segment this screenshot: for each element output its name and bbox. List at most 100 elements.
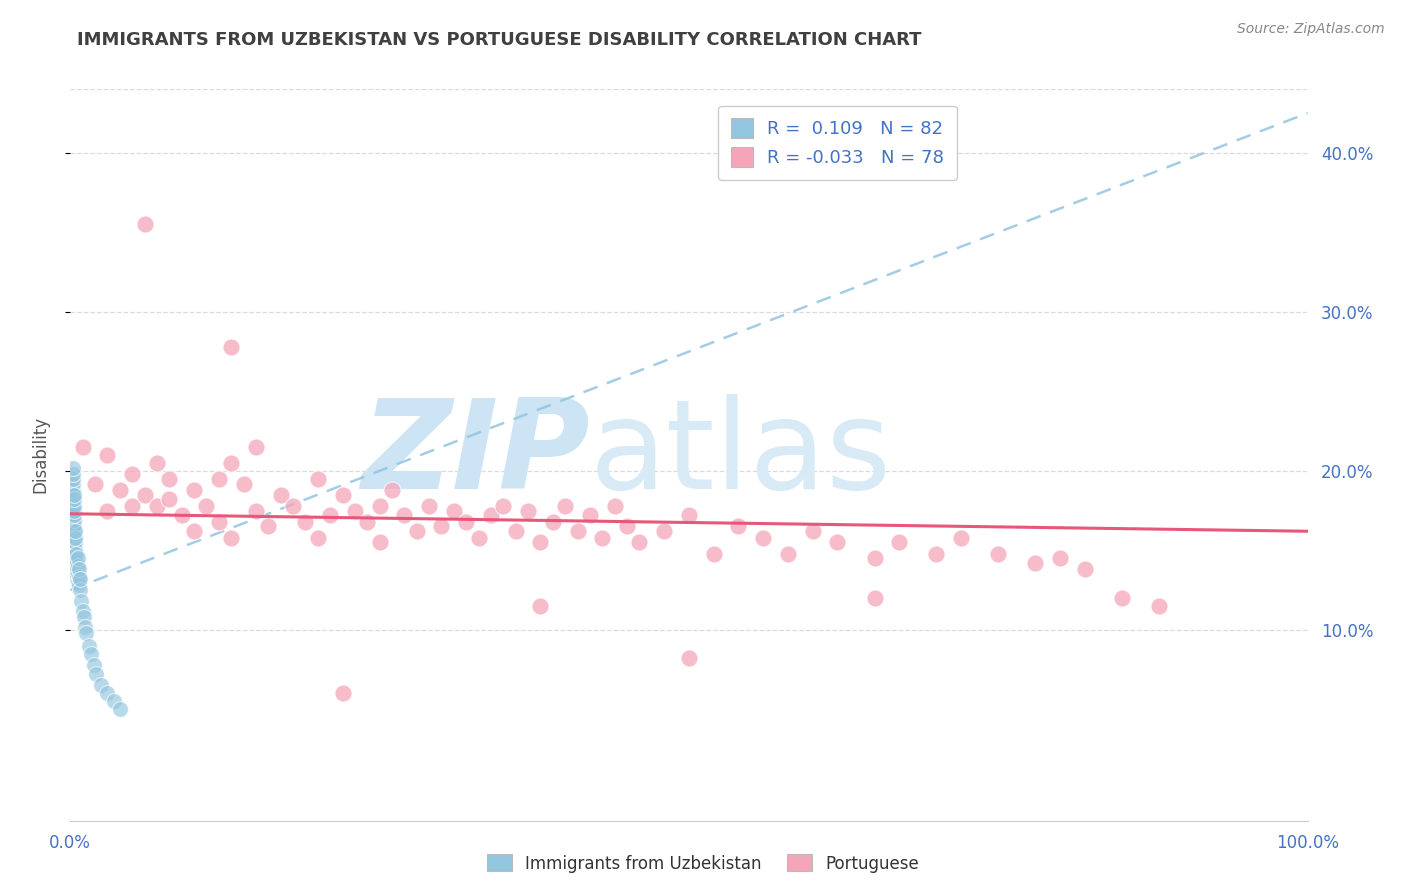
Point	[65, 553, 87, 567]
Point	[75, 620, 97, 634]
Point	[183, 524, 205, 539]
Point	[65, 547, 87, 561]
Point	[1024, 556, 1046, 570]
Point	[103, 694, 125, 708]
Point	[65, 566, 87, 580]
Point	[232, 476, 254, 491]
Point	[77, 639, 100, 653]
Point	[63, 562, 86, 576]
Point	[245, 503, 267, 517]
Point	[63, 513, 86, 527]
Point	[60, 515, 83, 529]
Point	[62, 519, 84, 533]
Point	[529, 599, 551, 613]
Point	[69, 583, 91, 598]
Point	[62, 499, 84, 513]
Point	[62, 472, 84, 486]
Point	[62, 476, 84, 491]
Point	[219, 456, 242, 470]
Point	[294, 515, 316, 529]
Point	[62, 467, 84, 481]
Text: Source: ZipAtlas.com: Source: ZipAtlas.com	[1237, 22, 1385, 37]
Point	[62, 503, 84, 517]
Point	[307, 472, 329, 486]
Point	[67, 570, 90, 584]
Point	[63, 503, 86, 517]
Point	[63, 533, 86, 548]
Point	[66, 551, 89, 566]
Point	[108, 483, 131, 497]
Point	[505, 524, 527, 539]
Point	[381, 483, 404, 497]
Point	[63, 499, 86, 513]
Point	[84, 667, 107, 681]
Point	[1074, 562, 1097, 576]
Point	[62, 549, 84, 564]
Point	[62, 554, 84, 568]
Point	[281, 499, 304, 513]
Point	[492, 499, 515, 513]
Point	[319, 508, 342, 523]
Point	[60, 524, 83, 539]
Point	[62, 545, 84, 559]
Point	[394, 508, 416, 523]
Point	[65, 524, 87, 539]
Point	[134, 488, 156, 502]
Point	[270, 488, 292, 502]
Point	[219, 340, 242, 354]
Point	[652, 524, 675, 539]
Point	[62, 492, 84, 507]
Point	[60, 531, 83, 545]
Point	[63, 508, 86, 523]
Point	[678, 508, 700, 523]
Point	[63, 523, 86, 537]
Point	[60, 511, 83, 525]
Point	[343, 503, 366, 517]
Point	[62, 508, 84, 523]
Point	[863, 591, 886, 605]
Point	[65, 561, 87, 575]
Point	[467, 531, 489, 545]
Point	[121, 499, 143, 513]
Point	[1147, 599, 1170, 613]
Point	[307, 531, 329, 545]
Point	[65, 535, 87, 549]
Point	[72, 440, 94, 454]
Point	[628, 535, 651, 549]
Point	[60, 547, 83, 561]
Point	[65, 566, 87, 580]
Point	[70, 594, 93, 608]
Point	[146, 456, 169, 470]
Point	[65, 531, 87, 545]
Point	[208, 472, 231, 486]
Point	[356, 515, 378, 529]
Point	[703, 547, 725, 561]
Point	[368, 499, 391, 513]
Point	[146, 499, 169, 513]
Point	[727, 519, 749, 533]
Point	[134, 218, 156, 232]
Point	[62, 535, 84, 549]
Point	[752, 531, 775, 545]
Legend: Immigrants from Uzbekistan, Portuguese: Immigrants from Uzbekistan, Portuguese	[481, 847, 925, 880]
Point	[219, 531, 242, 545]
Point	[827, 535, 849, 549]
Point	[80, 647, 103, 661]
Point	[73, 610, 96, 624]
Point	[541, 515, 564, 529]
Point	[443, 503, 465, 517]
Point	[591, 531, 613, 545]
Point	[418, 499, 440, 513]
Point	[63, 488, 86, 502]
Point	[776, 547, 799, 561]
Point	[332, 488, 354, 502]
Text: IMMIGRANTS FROM UZBEKISTAN VS PORTUGUESE DISABILITY CORRELATION CHART: IMMIGRANTS FROM UZBEKISTAN VS PORTUGUESE…	[77, 31, 922, 49]
Point	[368, 535, 391, 549]
Point	[66, 575, 89, 590]
Point	[65, 570, 87, 584]
Point	[96, 686, 118, 700]
Text: ZIP: ZIP	[361, 394, 591, 516]
Point	[67, 562, 90, 576]
Point	[108, 702, 131, 716]
Point	[62, 531, 84, 545]
